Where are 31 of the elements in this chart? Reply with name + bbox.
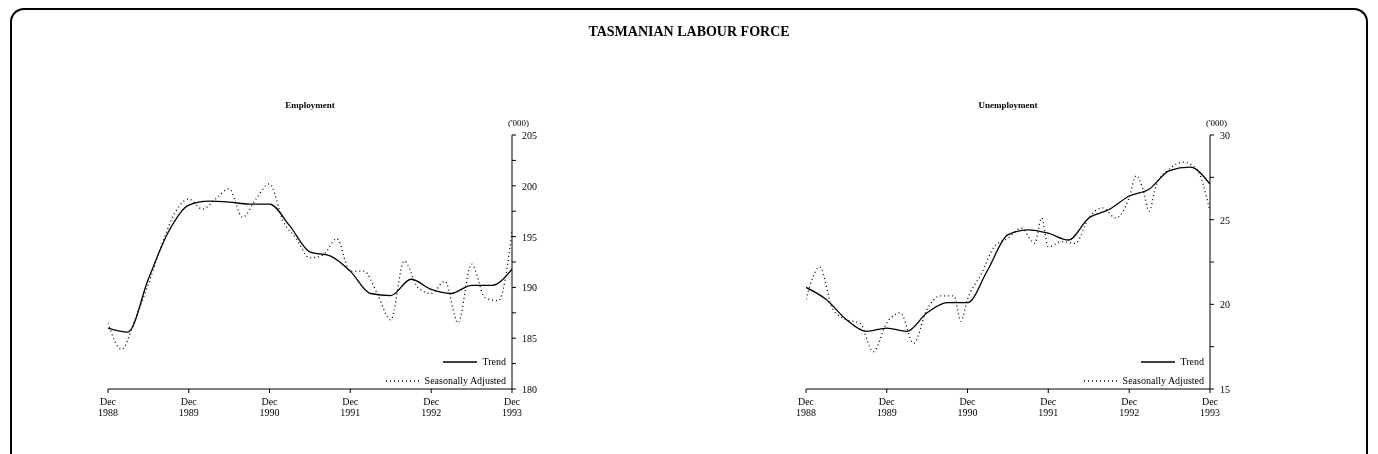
x-tick-label: Dec 1992 [421, 396, 442, 418]
text: TASMANIAN LABOUR FORCE [587, 24, 791, 40]
x-tick-label: Dec 1993 [1200, 396, 1220, 418]
y-tick-label: 190 [522, 282, 537, 294]
x-tick-label: Dec 1990 [957, 396, 978, 418]
x-tick-label: Dec 1988 [98, 396, 118, 418]
y-tick-label: 180 [522, 384, 537, 395]
y-tick-label: 30 [1220, 130, 1230, 141]
chart-title: Employment [284, 100, 336, 110]
legend-label: Trend [482, 356, 506, 367]
x-tick-label: Dec 1992 [1119, 396, 1140, 418]
y-tick-label: 195 [522, 231, 537, 243]
chart-title: Unemployment [977, 100, 1039, 110]
x-tick-label: Dec 1989 [876, 396, 897, 418]
legend-label: Seasonally Adjusted [1122, 375, 1204, 386]
y-tick-label: 205 [522, 130, 537, 141]
y-tick-label: 200 [522, 180, 537, 192]
legend-label: Seasonally Adjusted [424, 375, 506, 386]
x-tick-label: Dec 1991 [340, 396, 361, 418]
x-tick-label: Dec 1991 [1038, 396, 1059, 418]
x-tick-label: Dec 1989 [178, 396, 199, 418]
y-tick-label: 185 [522, 333, 537, 345]
x-tick-label: Dec 1988 [796, 396, 816, 418]
y-tick-label: 25 [1220, 214, 1230, 226]
y-tick-label: 20 [1220, 299, 1230, 311]
y-axis-title: ('000) [508, 118, 530, 128]
y-axis-title: ('000) [1206, 118, 1228, 128]
legend-label: Trend [1180, 356, 1204, 367]
x-tick-label: Dec 1990 [259, 396, 280, 418]
y-tick-label: 15 [1220, 384, 1230, 395]
x-tick-label: Dec 1993 [502, 396, 522, 418]
